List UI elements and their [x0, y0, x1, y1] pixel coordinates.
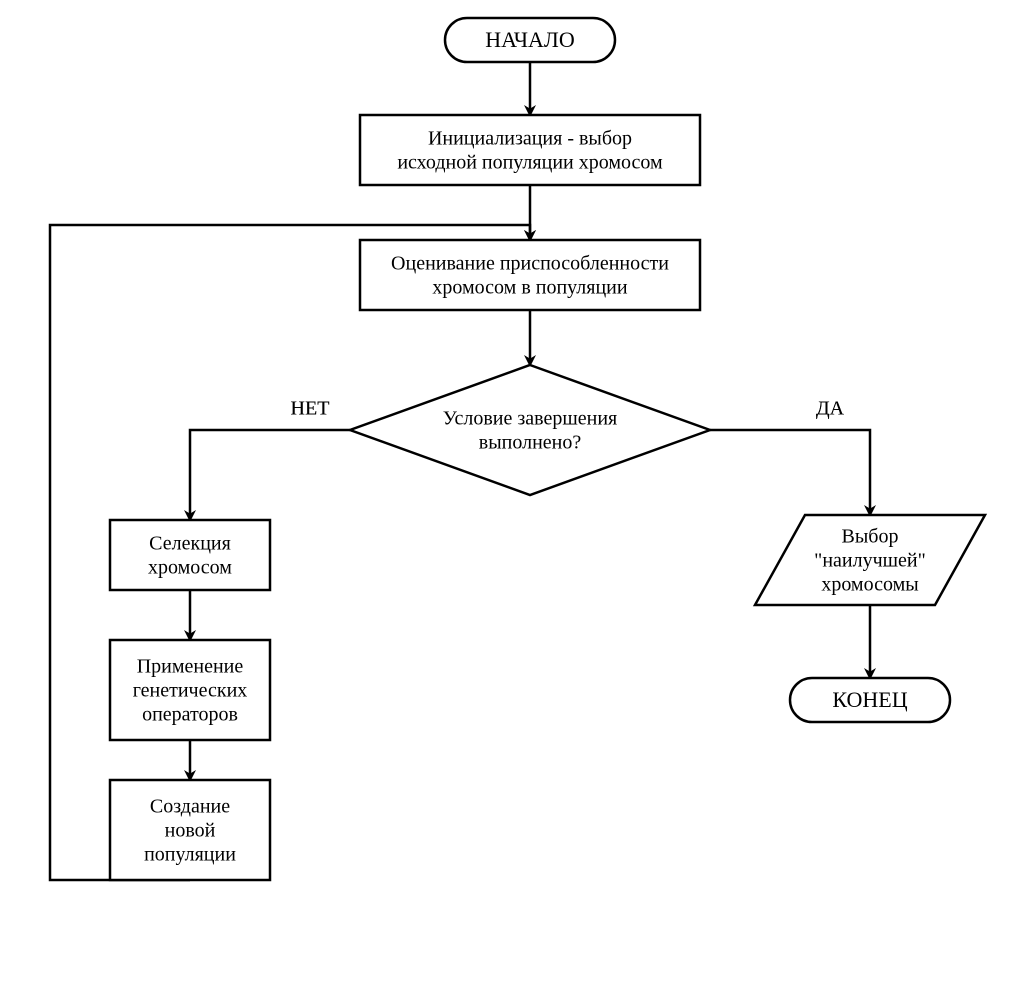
svg-text:Селекция: Селекция	[149, 533, 231, 555]
svg-text:хромосом: хромосом	[148, 557, 232, 579]
svg-text:исходной популяции хромосом: исходной популяции хромосом	[397, 152, 663, 174]
svg-text:Применение: Применение	[137, 656, 244, 678]
node-end: КОНЕЦ	[790, 678, 950, 722]
node-start: НАЧАЛО	[445, 18, 615, 62]
svg-text:операторов: операторов	[142, 704, 238, 726]
node-cond: Условие завершениявыполнено?	[350, 365, 710, 495]
svg-text:Оценивание приспособленности: Оценивание приспособленности	[391, 253, 669, 275]
svg-text:КОНЕЦ: КОНЕЦ	[832, 687, 907, 712]
svg-text:Создание: Создание	[150, 796, 230, 818]
edge-cond-best	[710, 430, 870, 515]
edge-cond-select	[190, 430, 350, 520]
node-create: Созданиеновойпопуляции	[110, 780, 270, 880]
node-init: Инициализация - выборисходной популяции …	[360, 115, 700, 185]
svg-text:ДА: ДА	[816, 398, 845, 420]
node-best: Выбор"наилучшей"хромосомы	[755, 515, 985, 605]
node-eval: Оценивание приспособленностихромосом в п…	[360, 240, 700, 310]
svg-text:популяции: популяции	[144, 844, 236, 866]
svg-text:НАЧАЛО: НАЧАЛО	[485, 27, 574, 52]
svg-text:Инициализация - выбор: Инициализация - выбор	[428, 128, 632, 150]
svg-text:выполнено?: выполнено?	[479, 432, 582, 454]
node-select: Селекцияхромосом	[110, 520, 270, 590]
node-apply: Применениегенетическихоператоров	[110, 640, 270, 740]
svg-text:НЕТ: НЕТ	[291, 398, 330, 420]
svg-text:хромосомы: хромосомы	[821, 574, 918, 596]
svg-text:Выбор: Выбор	[842, 526, 899, 548]
svg-text:генетических: генетических	[133, 680, 248, 702]
flowchart-svg: НЕТ ДА НАЧАЛО Инициализация - выборисходной…	[0, 0, 1023, 997]
svg-text:хромосом в популяции: хромосом в популяции	[432, 277, 627, 299]
svg-text:новой: новой	[165, 820, 216, 842]
svg-text:Условие завершения: Условие завершения	[443, 408, 618, 430]
svg-text:"наилучшей": "наилучшей"	[814, 550, 926, 572]
